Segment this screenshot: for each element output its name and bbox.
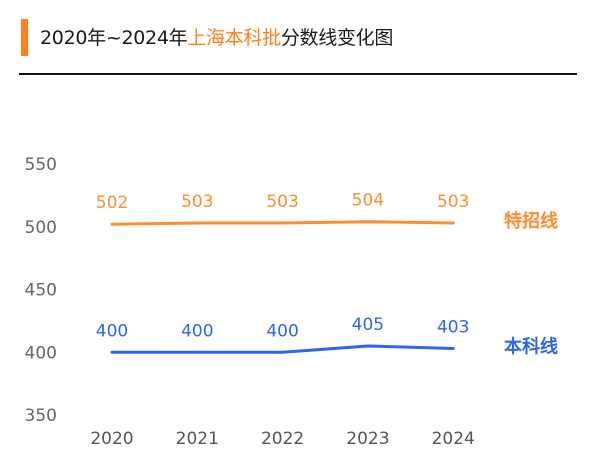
title-prefix: 2020年~2024年: [40, 27, 188, 49]
page-title: 2020年~2024年上海本科批分数线变化图: [40, 23, 393, 50]
x-tick-label: 2024: [432, 429, 475, 449]
data-label: 400: [266, 321, 298, 341]
y-tick-label: 450: [25, 281, 57, 301]
x-tick-label: 2023: [346, 429, 389, 449]
title-divider: [19, 73, 577, 75]
data-label: 400: [181, 321, 213, 341]
data-label: 502: [96, 193, 128, 213]
data-label: 400: [96, 321, 128, 341]
x-tick-label: 2022: [261, 429, 304, 449]
data-label: 405: [352, 315, 384, 335]
data-label: 503: [437, 192, 469, 212]
title-highlight: 上海本科批: [187, 27, 281, 49]
y-tick-label: 550: [25, 155, 57, 175]
series-label: 特招线: [504, 210, 558, 232]
series-label: 本科线: [504, 335, 558, 357]
series-line: [110, 344, 455, 354]
series-line: [110, 220, 455, 226]
y-tick-label: 400: [25, 343, 57, 363]
x-tick-label: 2020: [90, 429, 133, 449]
title-suffix: 分数线变化图: [280, 27, 394, 49]
y-tick-label: 500: [25, 218, 57, 238]
data-label: 403: [437, 317, 469, 337]
title-accent-bar: [21, 19, 28, 56]
x-tick-label: 2021: [176, 429, 219, 449]
y-tick-label: 350: [25, 406, 57, 426]
data-label: 503: [266, 192, 298, 212]
data-label: 504: [352, 191, 384, 211]
data-label: 503: [181, 192, 213, 212]
